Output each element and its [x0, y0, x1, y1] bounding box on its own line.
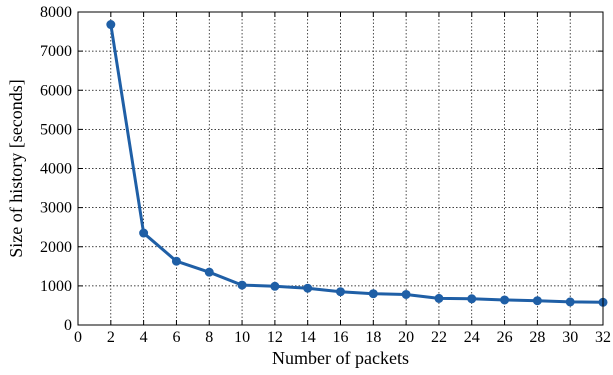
data-point: [565, 297, 575, 307]
data-point: [500, 295, 510, 305]
data-point: [434, 293, 444, 303]
x-tick-label: 18: [365, 329, 381, 346]
data-point: [303, 283, 313, 293]
grid-lines: [78, 12, 603, 325]
y-tick-label: 2000: [40, 239, 72, 256]
data-point: [171, 256, 181, 266]
x-tick-label: 24: [464, 329, 480, 346]
x-tick-label: 10: [234, 329, 250, 346]
y-tick-label: 6000: [40, 82, 72, 99]
x-tick-label: 22: [431, 329, 447, 346]
x-tick-label: 14: [300, 329, 316, 346]
y-axis-label: Size of history [seconds]: [6, 79, 26, 257]
data-point: [467, 294, 477, 304]
x-tick-label: 16: [333, 329, 349, 346]
data-point: [336, 287, 345, 297]
x-tick-label: 30: [562, 329, 578, 346]
x-tick-label: 8: [205, 329, 213, 346]
y-tick-label: 1000: [40, 278, 72, 295]
y-tick-label: 0: [64, 317, 72, 334]
data-point: [139, 228, 149, 238]
y-tick-label: 3000: [40, 200, 72, 217]
y-tick-label: 4000: [40, 161, 72, 178]
data-point: [237, 280, 247, 290]
x-tick-label: 4: [140, 329, 148, 346]
data-point: [204, 267, 214, 277]
x-tick-label: 0: [74, 329, 82, 346]
y-tick-label: 7000: [40, 43, 72, 60]
series-group: [106, 20, 608, 307]
x-tick-label: 20: [398, 329, 414, 346]
data-point: [270, 281, 280, 291]
data-point: [532, 296, 542, 306]
y-tick-label: 5000: [40, 121, 72, 138]
x-tick-label: 2: [107, 329, 115, 346]
x-axis-label: Number of packets: [272, 348, 409, 368]
y-tick-label: 8000: [40, 4, 72, 21]
plot-frame: [77, 11, 604, 326]
x-tick-label: 28: [529, 329, 545, 346]
data-point: [368, 289, 378, 299]
x-tick-label: 32: [595, 329, 611, 346]
x-tick-label: 26: [497, 329, 513, 346]
data-point: [106, 20, 116, 30]
x-tick-label: 12: [267, 329, 283, 346]
x-tick-label: 6: [172, 329, 180, 346]
axis-ticks: 0 2 4 6 8 10 12 14 16 18 20 22 24 26 28 30 3201000200030…: [40, 4, 611, 346]
data-point: [401, 289, 411, 299]
series-line: [109, 24, 604, 304]
